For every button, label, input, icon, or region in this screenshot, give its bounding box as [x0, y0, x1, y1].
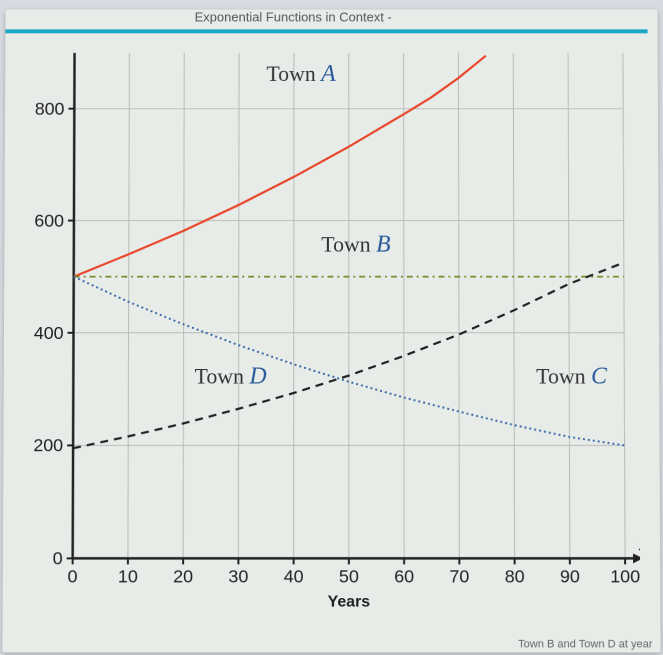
y-tick-label: 600	[34, 211, 64, 231]
grid-v	[238, 53, 239, 559]
chart: Town A Town B Town C Town D 0 200 400 600 800 0 1…	[13, 39, 641, 622]
grid-v	[458, 53, 459, 559]
series-label-C: Town C	[536, 363, 608, 389]
tick-labels: 0 200 400 600 800 0 10 20 30 40 50 60 70 80 90 100 Years…	[33, 99, 641, 611]
x-tick-label: 50	[339, 566, 359, 586]
x-tick-label: 100	[610, 566, 640, 586]
x-tick-label: 20	[173, 566, 193, 586]
series-labels: Town A Town B Town C Town D	[195, 61, 609, 390]
x-tick-label: 40	[284, 566, 304, 586]
grid-v	[513, 53, 514, 559]
x-axis-title: Years	[328, 593, 371, 610]
y-tick-label: 200	[33, 435, 63, 455]
series-A	[74, 56, 487, 277]
x-axis-variable: x	[638, 537, 640, 554]
series-label-D: Town D	[195, 363, 267, 389]
y-tick-label: 800	[35, 99, 65, 119]
x-tick-label: 0	[68, 566, 78, 586]
y-axis	[73, 53, 75, 559]
footer-fragment: Town B and Town D at year	[518, 638, 652, 650]
grid-v	[183, 53, 184, 559]
x-tick-label: 90	[560, 566, 580, 586]
series-label-A: Town A	[266, 61, 336, 87]
x-axis-arrow-icon	[633, 553, 640, 563]
x-tick-label: 60	[394, 566, 414, 586]
x-tick-label: 30	[228, 566, 248, 586]
x-tick-label: 70	[449, 566, 469, 586]
chart-svg: Town A Town B Town C Town D 0 200 400 600 800 0 1…	[13, 39, 641, 622]
grid-v	[623, 53, 625, 559]
x-tick-label: 80	[505, 566, 525, 586]
grid-v	[404, 53, 405, 559]
grid-v	[568, 53, 570, 559]
y-tick-label: 400	[34, 323, 64, 343]
y-tick-label: 0	[53, 548, 63, 568]
header-rule	[5, 29, 647, 33]
gridlines	[73, 53, 625, 559]
page-surface: Exponential Functions in Context - Town …	[2, 10, 660, 653]
x-tick-label: 10	[118, 566, 138, 586]
page-title: Exponential Functions in Context -	[195, 10, 392, 25]
grid-v	[128, 53, 129, 559]
axes	[67, 53, 641, 565]
series-label-B: Town B	[321, 231, 390, 257]
